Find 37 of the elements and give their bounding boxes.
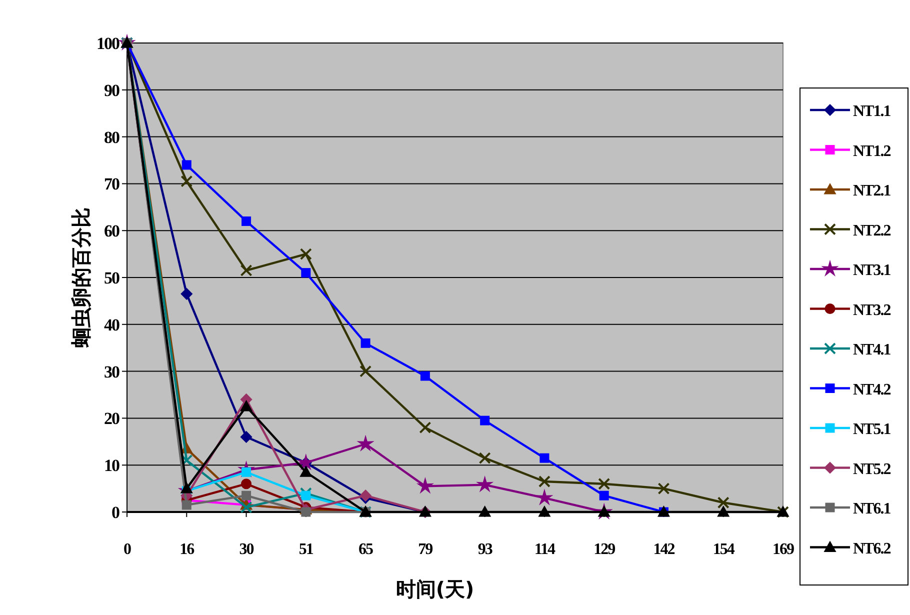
y-tick-label: 90 xyxy=(104,80,120,100)
y-tick-label: 70 xyxy=(104,174,120,194)
y-tick-label: 20 xyxy=(104,409,120,428)
x-axis-title: 时间(天) xyxy=(396,577,474,601)
y-tick-label: 80 xyxy=(104,128,120,147)
x-tick-label: 129 xyxy=(594,541,616,558)
legend-label: NT3.1 xyxy=(853,262,892,279)
y-tick-label: 50 xyxy=(104,268,120,288)
y-tick-label: 100 xyxy=(96,34,120,53)
y-tick-label: 30 xyxy=(104,362,120,382)
y-tick-label: 10 xyxy=(104,456,120,476)
y-tick-label: 0 xyxy=(112,503,120,522)
legend-label: NT3.2 xyxy=(853,302,892,319)
x-tick-label: 114 xyxy=(534,541,556,558)
x-tick-label: 65 xyxy=(358,541,374,558)
legend-label: NT6.1 xyxy=(853,500,892,518)
x-tick-label: 93 xyxy=(478,541,493,558)
x-tick-label: 51 xyxy=(298,541,314,558)
legend-label: NT5.1 xyxy=(853,421,892,438)
x-tick-label: 154 xyxy=(712,541,735,558)
y-axis-title: 蛔虫卵的百分比 xyxy=(69,208,93,348)
legend-label: NT4.2 xyxy=(853,381,892,398)
legend-label: NT6.2 xyxy=(853,540,892,558)
y-tick-label: 40 xyxy=(104,315,120,334)
legend-label: NT1.1 xyxy=(853,103,892,120)
legend-label: NT5.2 xyxy=(853,460,892,478)
legend-label: NT2.1 xyxy=(853,182,892,200)
x-tick-label: 142 xyxy=(653,541,676,558)
x-tick-label: 169 xyxy=(772,541,794,558)
y-tick-label: 60 xyxy=(104,222,120,241)
x-tick-label: 79 xyxy=(418,541,434,558)
x-tick-label: 0 xyxy=(124,541,132,558)
legend-label: NT1.2 xyxy=(853,142,892,160)
x-tick-label: 16 xyxy=(180,541,195,558)
x-tick-label: 30 xyxy=(239,541,254,558)
legend-label: NT2.2 xyxy=(853,222,892,240)
legend-label: NT4.1 xyxy=(853,342,892,358)
